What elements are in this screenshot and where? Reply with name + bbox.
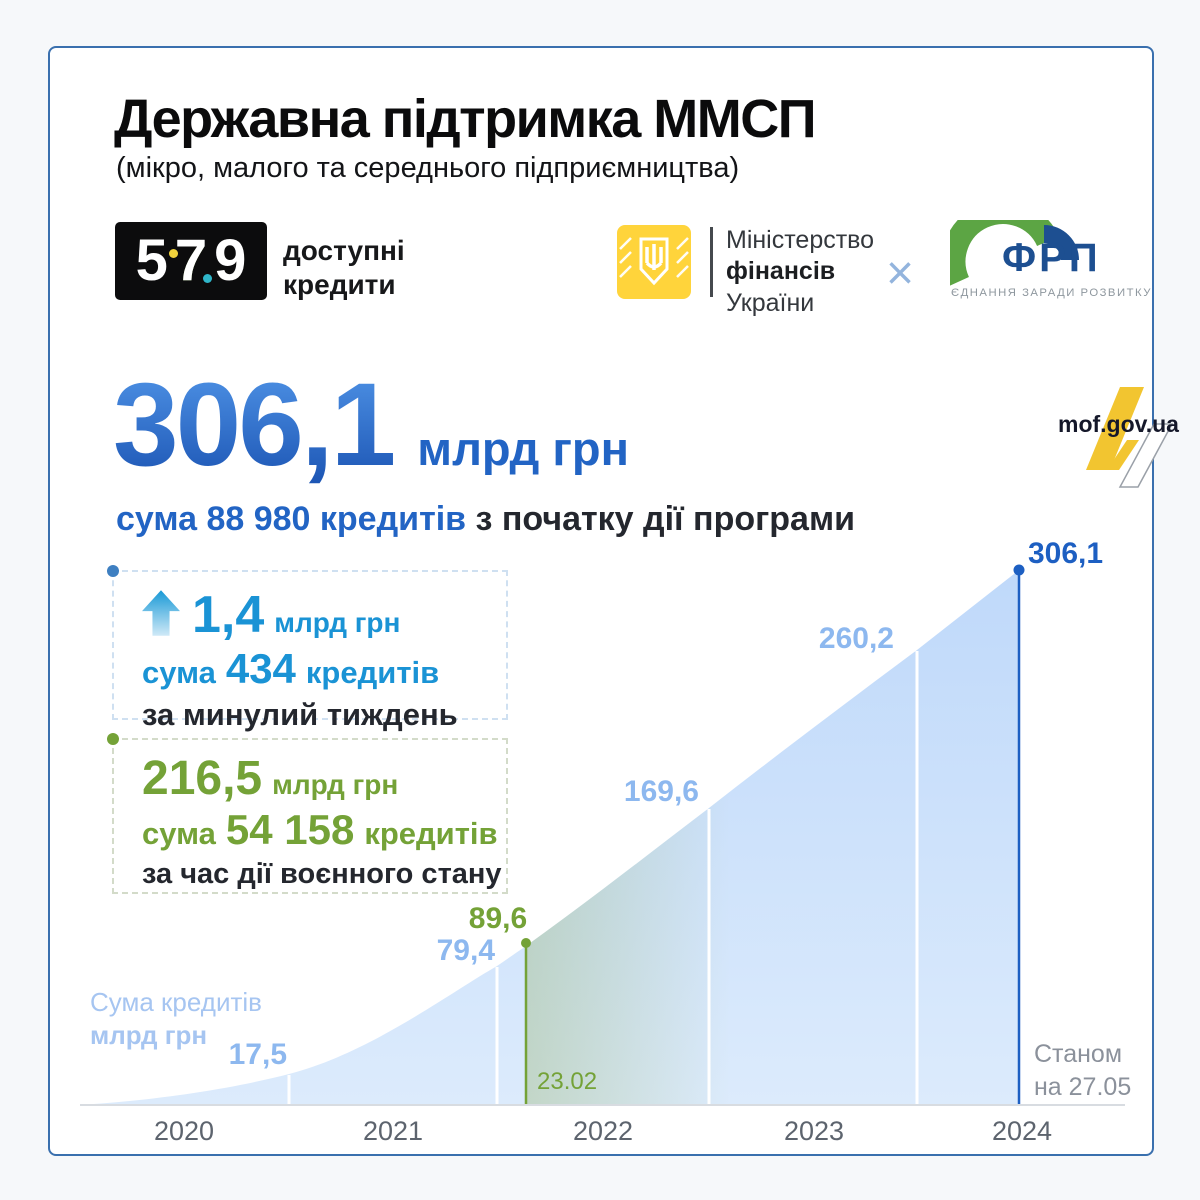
year-tick-2022: 2022: [572, 1116, 634, 1146]
green-corner-dot-icon: [107, 733, 119, 745]
minfin-line3: України: [726, 288, 815, 317]
chart-series-label: Сума кредитів млрд грн: [90, 986, 262, 1051]
digit-7-percent: 7: [168, 232, 213, 290]
loans-area-chart: [80, 564, 1125, 1106]
headline-subline: сума 88 980 кредитів з початку дії прогр…: [116, 500, 855, 539]
yellow-slash-icon: [1086, 387, 1174, 488]
wartime-stats-box: 216,5 млрд грн сума 54 158 кредитів за ч…: [107, 733, 508, 894]
weekly-stats-box: 1,4 млрд грн сума 434 кредитів за минули…: [107, 565, 508, 732]
value-label-2021: 79,4: [436, 934, 495, 967]
headline-unit: млрд грн: [417, 422, 630, 475]
series-label-line1: Сума кредитів: [90, 987, 262, 1017]
logo-divider: [710, 227, 713, 297]
year-tick-2020: 2020: [153, 1116, 215, 1146]
value-label-2020: 17,5: [228, 1038, 287, 1071]
wartime-unit: млрд грн: [272, 769, 399, 800]
value-label-war: 89,6: [468, 902, 528, 935]
logo-frp: ФРП ЄДНАННЯ ЗАРАДИ РОЗВИТКУ: [950, 220, 1150, 300]
headline-sum-prefix: сума: [116, 500, 197, 538]
value-label-2022: 169,6: [623, 775, 699, 808]
wartime-value: 216,5: [142, 752, 263, 805]
area-fill: [80, 570, 1019, 1105]
yellow-dot-icon: [168, 249, 178, 258]
minfin-logo-text: Міністерство фінансів України: [726, 225, 874, 319]
year-tick-2021: 2021: [362, 1116, 424, 1146]
year-tick-2023: 2023: [783, 1116, 845, 1146]
x-separator: ×: [886, 247, 915, 300]
frp-arc-icon: [950, 220, 1079, 286]
frp-tagline: ЄДНАННЯ ЗАРАДИ РОЗВИТКУ: [951, 287, 1152, 299]
war-marker-dot: [521, 938, 531, 948]
logo-579-caption-line1: доступні: [283, 235, 405, 266]
year-tick-2024: 2024: [991, 1116, 1053, 1146]
mof-watermark: mof.gov.ua: [1050, 382, 1182, 532]
logo-579: 5 7 9: [115, 222, 267, 300]
as-of-line2: на 27.05: [1034, 1072, 1132, 1101]
current-marker-dot: [1013, 564, 1025, 576]
logo-579-caption-line2: кредити: [283, 268, 396, 300]
weekly-loans-count: 434: [225, 644, 296, 692]
value-label-current: 306,1: [1028, 537, 1104, 570]
weekly-sum-prefix: сума: [142, 654, 216, 690]
value-label-2023: 260,2: [818, 622, 894, 655]
frp-name: ФРП: [1002, 236, 1101, 280]
headline-value: 306,1: [113, 359, 396, 491]
wartime-loans-count: 54 158: [225, 806, 355, 854]
up-arrow-icon: [142, 589, 180, 641]
page-title: Державна підтримка ММСП: [114, 89, 817, 149]
series-label-line2: млрд грн: [90, 1019, 208, 1050]
wartime-sum-prefix: сума: [142, 816, 216, 852]
logo-579-caption: доступні кредити: [283, 234, 405, 301]
digit-5: 5: [135, 228, 168, 293]
as-of-label: Станом на 27.05: [1034, 1038, 1131, 1103]
trident-emblem-icon: [617, 225, 691, 299]
mof-url: mof.gov.ua: [1058, 411, 1179, 437]
as-of-line1: Станом: [1034, 1040, 1123, 1068]
headline-loans-count: 88 980: [206, 500, 311, 538]
wartime-loans-word: кредитів: [364, 816, 498, 852]
weekly-period: за минулий тиждень: [142, 696, 458, 732]
digit-9: 9: [214, 228, 247, 293]
weekly-value: 1,4: [192, 586, 265, 644]
minfin-line2: фінансів: [726, 257, 836, 286]
page-subtitle: (мікро, малого та середнього підприємниц…: [116, 152, 740, 184]
infographic-card: Державна підтримка ММСП (мікро, малого т…: [48, 46, 1179, 1156]
weekly-unit: млрд грн: [274, 607, 401, 638]
weekly-loans-word: кредитів: [305, 654, 440, 690]
wartime-period: за час дії воєнного стану: [142, 858, 502, 891]
headline: 306,1 млрд грн: [113, 366, 629, 484]
teal-dot-icon: [203, 274, 213, 283]
headline-loans-word: кредитів: [319, 500, 467, 538]
blue-corner-dot-icon: [107, 565, 119, 577]
headline-period: з початку дії програми: [475, 500, 856, 538]
year-separator-lines: [287, 651, 919, 1105]
war-date-label: 23.02: [537, 1068, 598, 1095]
minfin-line1: Міністерство: [726, 226, 875, 254]
